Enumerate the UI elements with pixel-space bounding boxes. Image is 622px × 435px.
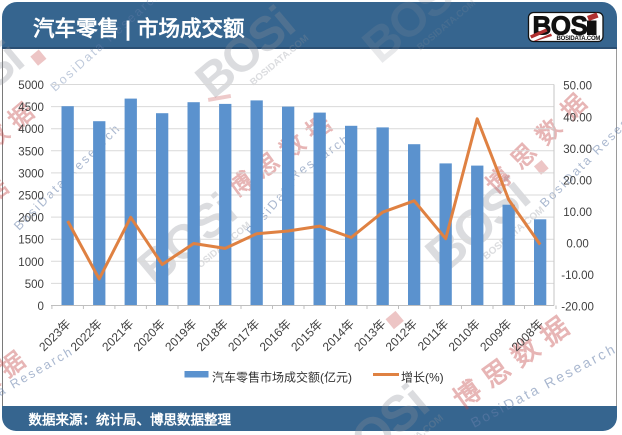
svg-text:2012年: 2012年 xyxy=(383,317,420,354)
svg-text:-10.00: -10.00 xyxy=(561,270,594,282)
svg-text:2009年: 2009年 xyxy=(477,317,514,354)
svg-text:50.00: 50.00 xyxy=(563,81,592,93)
svg-text:500: 500 xyxy=(25,279,44,291)
svg-text:1000: 1000 xyxy=(18,257,44,269)
svg-text:BOSIDATA.COM: BOSIDATA.COM xyxy=(557,36,601,42)
svg-text:2017年: 2017年 xyxy=(225,317,262,354)
svg-text:数据来源：统计局、博思数据整理: 数据来源：统计局、博思数据整理 xyxy=(29,412,232,428)
svg-text:2013年: 2013年 xyxy=(351,317,388,354)
svg-text:20.00: 20.00 xyxy=(563,175,592,187)
svg-text:-20.00: -20.00 xyxy=(561,302,594,314)
svg-text:2023年: 2023年 xyxy=(36,317,73,354)
svg-text:2022年: 2022年 xyxy=(68,317,105,354)
svg-text:5000: 5000 xyxy=(18,80,44,92)
svg-text:4500: 4500 xyxy=(18,102,44,114)
svg-text:2008年: 2008年 xyxy=(509,317,546,354)
svg-text:3000: 3000 xyxy=(18,168,44,180)
svg-text:1500: 1500 xyxy=(18,235,44,247)
svg-text:2015年: 2015年 xyxy=(288,317,325,354)
svg-text:2500: 2500 xyxy=(18,191,44,203)
svg-text:30.00: 30.00 xyxy=(563,144,592,156)
svg-text:增长(%): 增长(%) xyxy=(401,371,444,385)
svg-text:3500: 3500 xyxy=(18,146,44,158)
svg-text:汽车零售 | 市场成交额: 汽车零售 | 市场成交额 xyxy=(33,16,245,41)
svg-text:0: 0 xyxy=(37,301,43,313)
svg-text:10.00: 10.00 xyxy=(563,207,592,219)
svg-text:2000: 2000 xyxy=(18,213,44,225)
svg-text:2021年: 2021年 xyxy=(99,317,136,354)
svg-text:2019年: 2019年 xyxy=(162,317,199,354)
svg-text:40.00: 40.00 xyxy=(563,112,592,124)
svg-text:汽车零售市场成交额(亿元): 汽车零售市场成交额(亿元) xyxy=(212,370,352,385)
svg-text:2014年: 2014年 xyxy=(320,317,357,354)
svg-text:2010年: 2010年 xyxy=(446,317,483,354)
svg-text:0.00: 0.00 xyxy=(566,239,588,251)
svg-text:4000: 4000 xyxy=(18,124,44,136)
svg-text:2018年: 2018年 xyxy=(194,317,231,354)
svg-text:2011年: 2011年 xyxy=(415,317,452,354)
svg-text:2016年: 2016年 xyxy=(257,317,294,354)
svg-text:2020年: 2020年 xyxy=(131,317,168,354)
svg-text:BOS: BOS xyxy=(533,11,588,41)
